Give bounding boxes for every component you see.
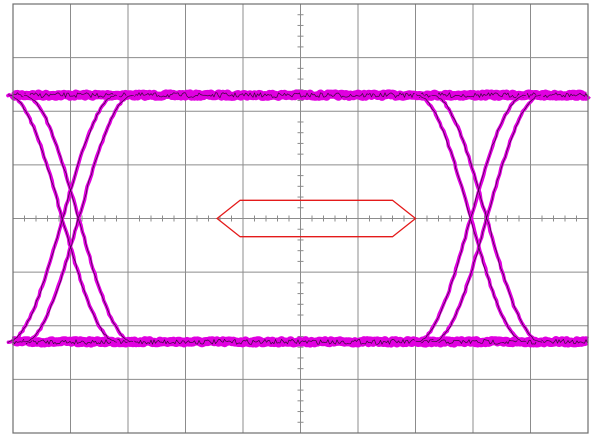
plot-frame	[12, 3, 589, 434]
trace-falling-edge-core	[24, 94, 134, 343]
eye-mask	[216, 199, 417, 238]
trace-low-noise	[12, 338, 588, 345]
trace-falling-edge-core	[416, 94, 527, 342]
eye-traces	[6, 89, 591, 348]
grid	[13, 4, 588, 433]
eye-mask-group	[216, 199, 417, 238]
trace-rising-edge-core	[7, 94, 117, 343]
trace-low-level	[10, 336, 591, 348]
trace-high-noise	[12, 92, 588, 98]
trace-falling-edge-core	[431, 94, 543, 343]
trace-rising-edge-core	[431, 94, 542, 343]
trace-falling-edge-core	[8, 94, 117, 343]
frame-group	[12, 3, 589, 434]
